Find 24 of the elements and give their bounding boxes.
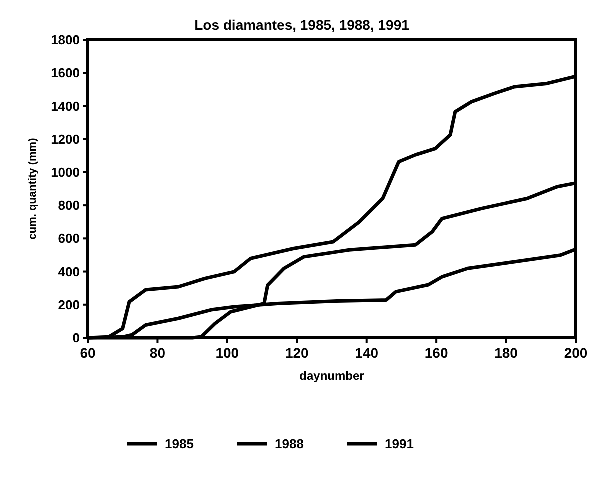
y-tick-label: 1400 <box>51 98 80 114</box>
chart-title: Los diamantes, 1985, 1988, 1991 <box>194 17 410 33</box>
legend-label: 1991 <box>385 436 414 452</box>
y-tick-label: 1000 <box>51 164 80 180</box>
x-axis-title: daynumber <box>300 369 365 383</box>
y-tick-label: 200 <box>58 297 80 312</box>
legend-label: 1988 <box>275 436 304 452</box>
x-tick-label: 60 <box>80 345 96 361</box>
y-tick-label: 1200 <box>51 132 80 147</box>
x-tick-label: 120 <box>285 345 310 361</box>
y-tick-label: 600 <box>58 231 80 246</box>
x-tick-label: 80 <box>150 345 166 361</box>
x-tick-label: 180 <box>494 345 518 361</box>
y-tick-label: 0 <box>72 330 80 346</box>
x-tick-label: 160 <box>424 345 448 361</box>
legend-label: 1985 <box>165 436 194 452</box>
y-tick-label: 1800 <box>51 32 80 48</box>
y-tick-label: 1600 <box>51 66 80 81</box>
y-tick-label: 800 <box>58 198 80 214</box>
y-axis-title: cum. quantity (mm) <box>27 138 39 240</box>
y-tick-label: 400 <box>58 264 80 280</box>
x-tick-label: 200 <box>564 345 588 361</box>
x-tick-label: 140 <box>355 345 379 361</box>
x-tick-label: 100 <box>216 345 240 361</box>
